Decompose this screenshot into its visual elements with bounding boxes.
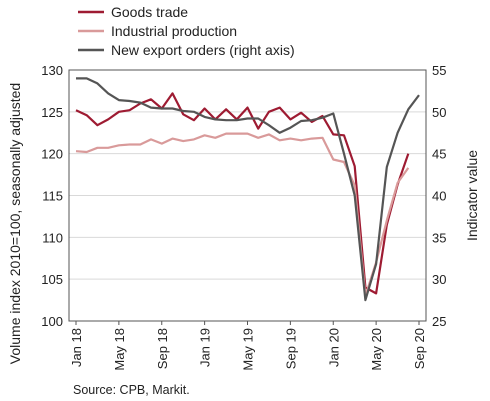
x-tick-label: May 20	[369, 328, 384, 371]
y-tick-label-right: 55	[432, 63, 446, 78]
y-tick-label-right: 35	[432, 230, 446, 245]
y-tick-label-right: 30	[432, 272, 446, 287]
y-tick-label-left: 125	[41, 105, 63, 120]
y-axis-title-right: Indicator value	[464, 150, 480, 241]
x-tick-label: Jan 20	[326, 328, 341, 367]
y-tick-label-left: 100	[41, 314, 63, 329]
y-tick-label-left: 105	[41, 272, 63, 287]
x-tick-label: Sep 18	[155, 328, 170, 369]
x-tick-label: May 19	[241, 328, 256, 371]
source-note: Source: CPB, Markit.	[73, 383, 190, 397]
legend-label: New export orders (right axis)	[111, 42, 295, 58]
gridlines	[69, 111, 426, 280]
x-tick-label: May 18	[112, 328, 127, 371]
plot-frame	[68, 69, 427, 325]
legend-label: Goods trade	[111, 4, 188, 20]
series-lines	[75, 77, 420, 302]
tick-labels: 100 105 110 115 120 125 130 25 30 35 40 45 50 55 Jan 1…	[41, 63, 446, 371]
legend-label: Industrial production	[111, 23, 237, 39]
series-line-new-export-orders-right-axis	[76, 77, 420, 302]
y-tick-label-left: 120	[41, 147, 63, 162]
series-line-goods-trade	[75, 92, 410, 295]
series-line-industrial-production	[75, 132, 410, 297]
y-tick-label-right: 25	[432, 314, 446, 329]
y-tick-label-right: 40	[432, 189, 446, 204]
y-tick-label-right: 50	[432, 105, 446, 120]
x-tick-label: Sep 19	[283, 328, 298, 369]
y-tick-label-left: 110	[42, 230, 63, 245]
y-axis-title-left: Volume index 2010=100, seasonally adjust…	[7, 83, 23, 364]
legend: Goods trade Industrial production New expo…	[78, 4, 295, 58]
y-tick-label-left: 115	[42, 189, 63, 204]
x-tick-label: Jan 18	[69, 328, 84, 367]
x-tick-label: Sep 20	[412, 328, 427, 369]
y-tick-label-right: 45	[432, 147, 446, 162]
y-tick-label-left: 130	[41, 63, 63, 78]
x-tick-label: Jan 19	[198, 328, 213, 367]
